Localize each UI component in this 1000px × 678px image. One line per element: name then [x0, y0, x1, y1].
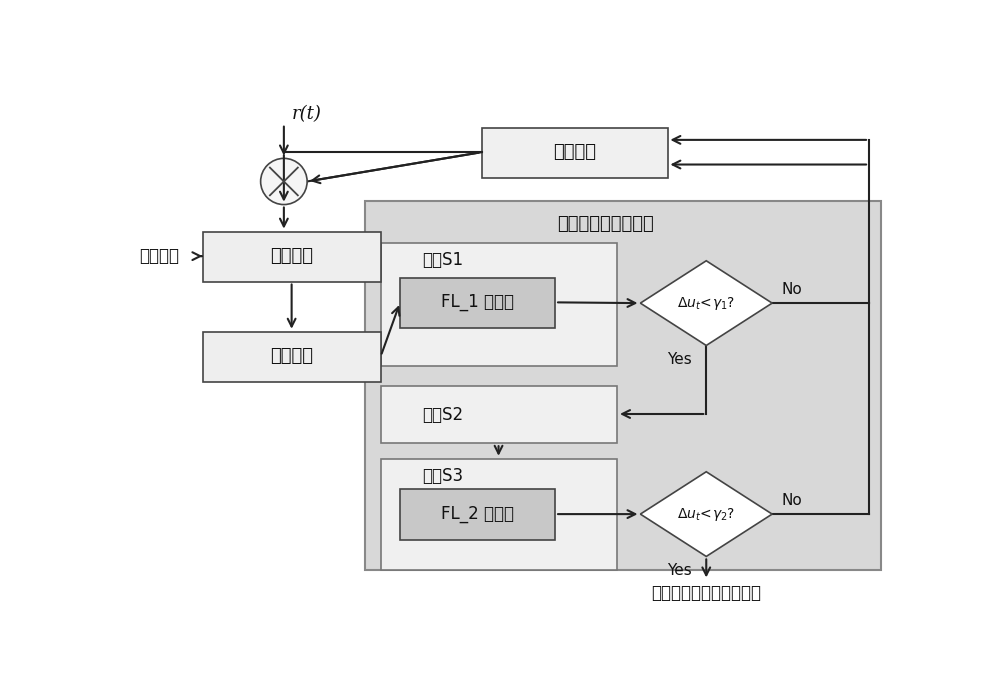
Circle shape [261, 159, 307, 205]
FancyBboxPatch shape [400, 278, 555, 327]
FancyBboxPatch shape [400, 490, 555, 540]
Text: FL_1 控制器: FL_1 控制器 [441, 294, 514, 311]
FancyBboxPatch shape [381, 243, 617, 366]
FancyBboxPatch shape [482, 127, 668, 178]
Text: $\Delta u_t\!<\!\gamma_1$?: $\Delta u_t\!<\!\gamma_1$? [677, 295, 735, 312]
Polygon shape [640, 472, 772, 557]
Text: Yes: Yes [667, 352, 692, 367]
Text: $\Delta u_t\!<\!\gamma_2$?: $\Delta u_t\!<\!\gamma_2$? [677, 506, 735, 523]
Text: 停止搜索并输出估计参数: 停止搜索并输出估计参数 [651, 584, 761, 603]
Polygon shape [640, 261, 772, 346]
Text: 状态S2: 状态S2 [422, 405, 463, 424]
Text: 状态S3: 状态S3 [422, 466, 463, 485]
FancyBboxPatch shape [202, 332, 381, 382]
Text: 能量积累: 能量积累 [270, 347, 313, 365]
FancyBboxPatch shape [365, 201, 881, 570]
FancyBboxPatch shape [202, 231, 381, 281]
Text: No: No [781, 282, 802, 297]
Text: 相关处理: 相关处理 [270, 247, 313, 265]
Text: 智能多普勒搜索算法: 智能多普勒搜索算法 [557, 215, 654, 233]
Text: Yes: Yes [667, 563, 692, 578]
Text: 状态S1: 状态S1 [422, 251, 463, 269]
Text: FL_2 控制器: FL_2 控制器 [441, 505, 514, 523]
FancyBboxPatch shape [381, 458, 617, 570]
Text: No: No [781, 493, 802, 508]
Text: r(t): r(t) [292, 104, 322, 123]
FancyBboxPatch shape [381, 386, 617, 443]
Text: 本地伪码: 本地伪码 [139, 247, 179, 265]
Text: 频率控制: 频率控制 [553, 143, 596, 161]
